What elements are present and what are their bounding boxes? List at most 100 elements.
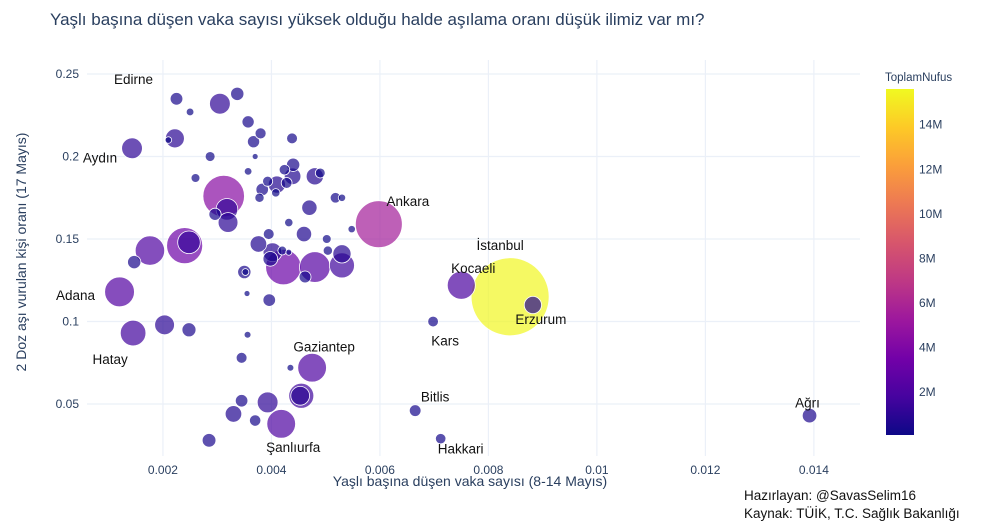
bubble-Ağrı[interactable] <box>801 407 818 424</box>
bubble-Gaziantep[interactable] <box>297 352 327 383</box>
bubble[interactable] <box>249 414 262 427</box>
bubble[interactable] <box>262 251 279 267</box>
bubble[interactable] <box>209 92 231 115</box>
colorbar: ToplamNufus 2M 4M 6M 8M 10M 12M 14M <box>885 72 952 435</box>
x-tick-label: 0.008 <box>473 463 503 477</box>
bubble[interactable] <box>217 212 239 233</box>
bubble[interactable] <box>321 234 332 244</box>
bubble-Kars[interactable] <box>427 315 439 328</box>
bubble[interactable] <box>208 207 222 221</box>
colorbar-gradient <box>886 89 914 435</box>
bubble-Bitlis[interactable] <box>408 404 422 417</box>
annotation-Aydın: Aydın <box>83 150 117 165</box>
bubble[interactable] <box>314 167 326 179</box>
bubble-Hatay[interactable] <box>119 319 147 347</box>
annotation-Gaziantep: Gaziantep <box>293 340 355 355</box>
bubble-Hakkari[interactable] <box>435 433 447 445</box>
x-tick-label: 0.004 <box>256 463 286 477</box>
annotation-Edirne: Edirne <box>114 72 153 87</box>
colorbar-tick-label: 2M <box>919 385 936 399</box>
bubble[interactable] <box>295 226 313 243</box>
bubble[interactable] <box>243 290 251 297</box>
annotation-Erzurum: Erzurum <box>515 312 566 327</box>
chart-title: Yaşlı başına düşen vaka sayısı yüksek ol… <box>50 10 705 29</box>
bubble[interactable] <box>290 385 310 406</box>
bubble[interactable] <box>278 164 291 176</box>
bubble[interactable] <box>284 217 294 228</box>
colorbar-tick-label: 4M <box>919 341 936 355</box>
bubble-Kocaeli[interactable] <box>446 270 476 300</box>
bubble[interactable] <box>190 173 201 183</box>
bubble[interactable] <box>251 153 259 160</box>
bubble[interactable] <box>177 230 201 255</box>
y-axis-title: 2 Doz aşı vurulan kişi oranı (17 Mayıs) <box>13 133 29 372</box>
x-tick-label: 0.01 <box>585 463 609 477</box>
bubble-Adana[interactable] <box>104 276 135 308</box>
bubble[interactable] <box>298 270 312 284</box>
bubble[interactable] <box>301 199 318 216</box>
y-tick-label: 0.25 <box>56 67 80 81</box>
bubble[interactable] <box>271 188 281 198</box>
bubble[interactable] <box>241 115 255 129</box>
bubble[interactable] <box>322 245 333 256</box>
bubble[interactable] <box>201 433 217 448</box>
y-tick-label: 0.1 <box>62 315 79 329</box>
x-tick-label: 0.014 <box>799 463 829 477</box>
colorbar-ticks: 2M 4M 6M 8M 10M 12M 14M <box>919 118 942 400</box>
bubble[interactable] <box>235 351 248 364</box>
bubble[interactable] <box>134 235 166 266</box>
bubble[interactable] <box>249 235 268 253</box>
bubble[interactable] <box>262 175 274 187</box>
bubble[interactable] <box>204 151 216 162</box>
bubble[interactable] <box>286 363 295 372</box>
bubble[interactable] <box>280 177 293 189</box>
bubble[interactable] <box>127 255 142 270</box>
bubble[interactable] <box>337 193 347 202</box>
bubble[interactable] <box>254 127 267 140</box>
credits-source: Kaynak: TÜİK, T.C. Sağlık Bakanlığı <box>744 506 960 521</box>
bubble[interactable] <box>230 86 245 101</box>
bubble[interactable] <box>185 107 195 117</box>
bubble[interactable] <box>256 391 279 414</box>
bubble[interactable] <box>247 135 261 149</box>
credits-author: Hazırlayan: @SavasSelim16 <box>744 488 917 503</box>
bubble-Edirne[interactable] <box>169 92 184 106</box>
bubble[interactable] <box>347 225 356 234</box>
bubble[interactable] <box>285 248 293 256</box>
bubble[interactable] <box>181 322 197 338</box>
bubble-series <box>104 86 818 448</box>
colorbar-title: ToplamNufus <box>885 72 952 84</box>
annotation-Ankara: Ankara <box>386 194 429 209</box>
bubble[interactable] <box>224 405 243 423</box>
bubble[interactable] <box>234 394 249 408</box>
annotation-Şanlıurfa: Şanlıurfa <box>266 440 321 455</box>
bubble-Erzurum[interactable] <box>523 295 542 315</box>
bubble[interactable] <box>262 293 276 307</box>
bubble-Aydın[interactable] <box>121 137 143 160</box>
bubble[interactable] <box>262 228 275 240</box>
bubble[interactable] <box>154 314 175 336</box>
x-tick-label: 0.002 <box>148 463 178 477</box>
y-tick-label: 0.05 <box>56 397 80 411</box>
bubble[interactable] <box>286 132 298 145</box>
bubble[interactable] <box>164 136 173 144</box>
bubble[interactable] <box>254 192 265 203</box>
annotation-labels: İstanbul Ankara Adana Gaziantep Şanlıurfa Koc… <box>56 72 820 457</box>
bubble[interactable] <box>332 244 352 264</box>
annotation-Hakkari: Hakkari <box>438 442 484 457</box>
bubble-Şanlıurfa[interactable] <box>266 409 296 439</box>
annotation-Adana: Adana <box>56 288 96 303</box>
x-axis-title: Yaşlı başına düşen vaka sayısı (8-14 May… <box>333 473 607 489</box>
annotation-Kars: Kars <box>431 334 459 349</box>
x-tick-label: 0.006 <box>365 463 395 477</box>
bubble[interactable] <box>243 167 253 176</box>
y-tick-label: 0.2 <box>62 150 79 164</box>
bubble-Ankara[interactable] <box>354 200 403 249</box>
bubble-İstanbul[interactable] <box>470 257 550 337</box>
bubble[interactable] <box>277 245 288 256</box>
bubble[interactable] <box>241 268 250 276</box>
colorbar-tick-label: 14M <box>919 118 942 132</box>
bubble[interactable] <box>243 330 252 339</box>
annotation-İstanbul: İstanbul <box>476 238 523 253</box>
